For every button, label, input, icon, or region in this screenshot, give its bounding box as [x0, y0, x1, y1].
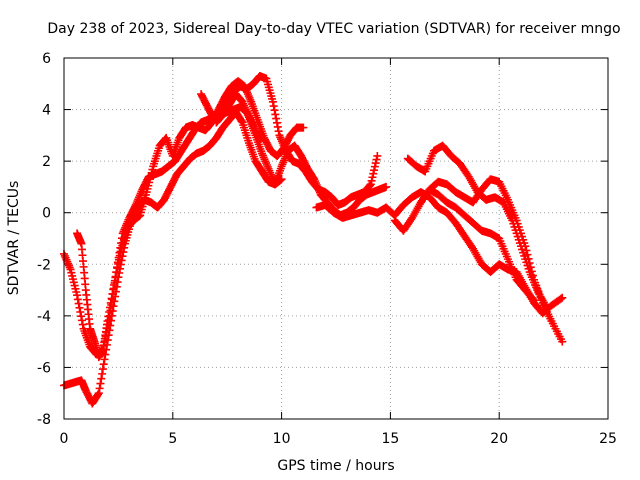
data-point: [299, 123, 308, 132]
data-point: [274, 127, 283, 136]
data-point: [95, 384, 104, 393]
data-point: [558, 293, 567, 302]
y-tick-label: -8: [37, 412, 51, 428]
data-point: [370, 162, 379, 171]
data-point: [372, 155, 381, 164]
data-point: [75, 303, 84, 312]
data-point: [74, 299, 83, 308]
data-point: [366, 180, 375, 189]
series-arc3: [73, 77, 308, 362]
x-axis-label: GPS time / hours: [277, 458, 394, 474]
data-series: [60, 72, 567, 408]
data-point: [105, 307, 114, 316]
x-tick-label: 10: [273, 431, 291, 447]
y-tick-label: -6: [37, 360, 51, 376]
y-tick-label: 2: [42, 154, 51, 170]
y-axis-label: SDTVAR / TECUs: [6, 181, 22, 296]
x-tick-label: 15: [381, 431, 399, 447]
data-point: [268, 97, 277, 106]
data-point: [558, 337, 567, 346]
series-arc5: [212, 90, 391, 220]
chart-title: Day 238 of 2023, Sidereal Day-to-day VTE…: [47, 21, 620, 37]
grid-lines: [64, 58, 608, 419]
data-point: [73, 291, 82, 300]
data-point: [96, 379, 105, 388]
y-tick-label: -4: [37, 309, 51, 325]
data-point: [112, 268, 121, 277]
data-point: [98, 365, 107, 374]
data-point: [76, 307, 85, 316]
data-point: [110, 276, 119, 285]
data-point: [106, 298, 115, 307]
data-point: [110, 280, 119, 289]
data-point: [556, 294, 565, 303]
data-point: [543, 304, 552, 313]
y-tick-label: 6: [42, 51, 51, 67]
data-point: [78, 320, 87, 329]
series-arc8: [403, 141, 552, 313]
data-point: [371, 159, 380, 168]
data-point: [94, 390, 102, 399]
x-tick-label: 5: [168, 431, 177, 447]
data-point: [109, 285, 118, 294]
data-point: [97, 374, 106, 383]
data-point: [270, 106, 279, 115]
data-point: [114, 259, 123, 268]
data-point: [272, 114, 281, 123]
data-point: [108, 289, 117, 298]
data-point: [269, 102, 278, 111]
data-point: [273, 122, 282, 131]
data-point: [369, 169, 378, 178]
data-point: [113, 264, 122, 273]
data-point: [105, 303, 114, 312]
data-point: [103, 317, 112, 326]
y-tick-label: 0: [42, 206, 51, 222]
data-point: [530, 296, 539, 305]
data-point: [237, 117, 246, 126]
data-point: [114, 255, 123, 264]
data-point: [73, 295, 82, 304]
y-tick-label: -2: [37, 257, 51, 273]
data-point: [100, 355, 109, 364]
data-point: [368, 173, 377, 182]
data-point: [271, 110, 280, 119]
data-point: [99, 360, 108, 369]
data-point: [373, 151, 382, 160]
x-tick-label: 25: [599, 431, 617, 447]
data-point: [367, 176, 376, 185]
data-point: [382, 182, 391, 191]
data-point: [272, 118, 281, 127]
data-point: [115, 251, 124, 260]
series-arc4: [197, 72, 382, 209]
series-arc9: [416, 185, 539, 305]
x-tick-label: 0: [60, 431, 69, 447]
data-point: [111, 272, 120, 281]
y-tick-label: 4: [42, 103, 51, 119]
data-point: [94, 389, 103, 398]
plot-frame: [63, 57, 609, 420]
data-point: [77, 316, 86, 325]
data-point: [104, 312, 113, 321]
data-point: [528, 295, 537, 304]
data-point: [98, 369, 107, 378]
data-point: [370, 166, 379, 175]
data-point: [366, 181, 374, 190]
data-point: [77, 312, 86, 321]
x-tick-label: 20: [490, 431, 508, 447]
data-point: [107, 294, 116, 303]
